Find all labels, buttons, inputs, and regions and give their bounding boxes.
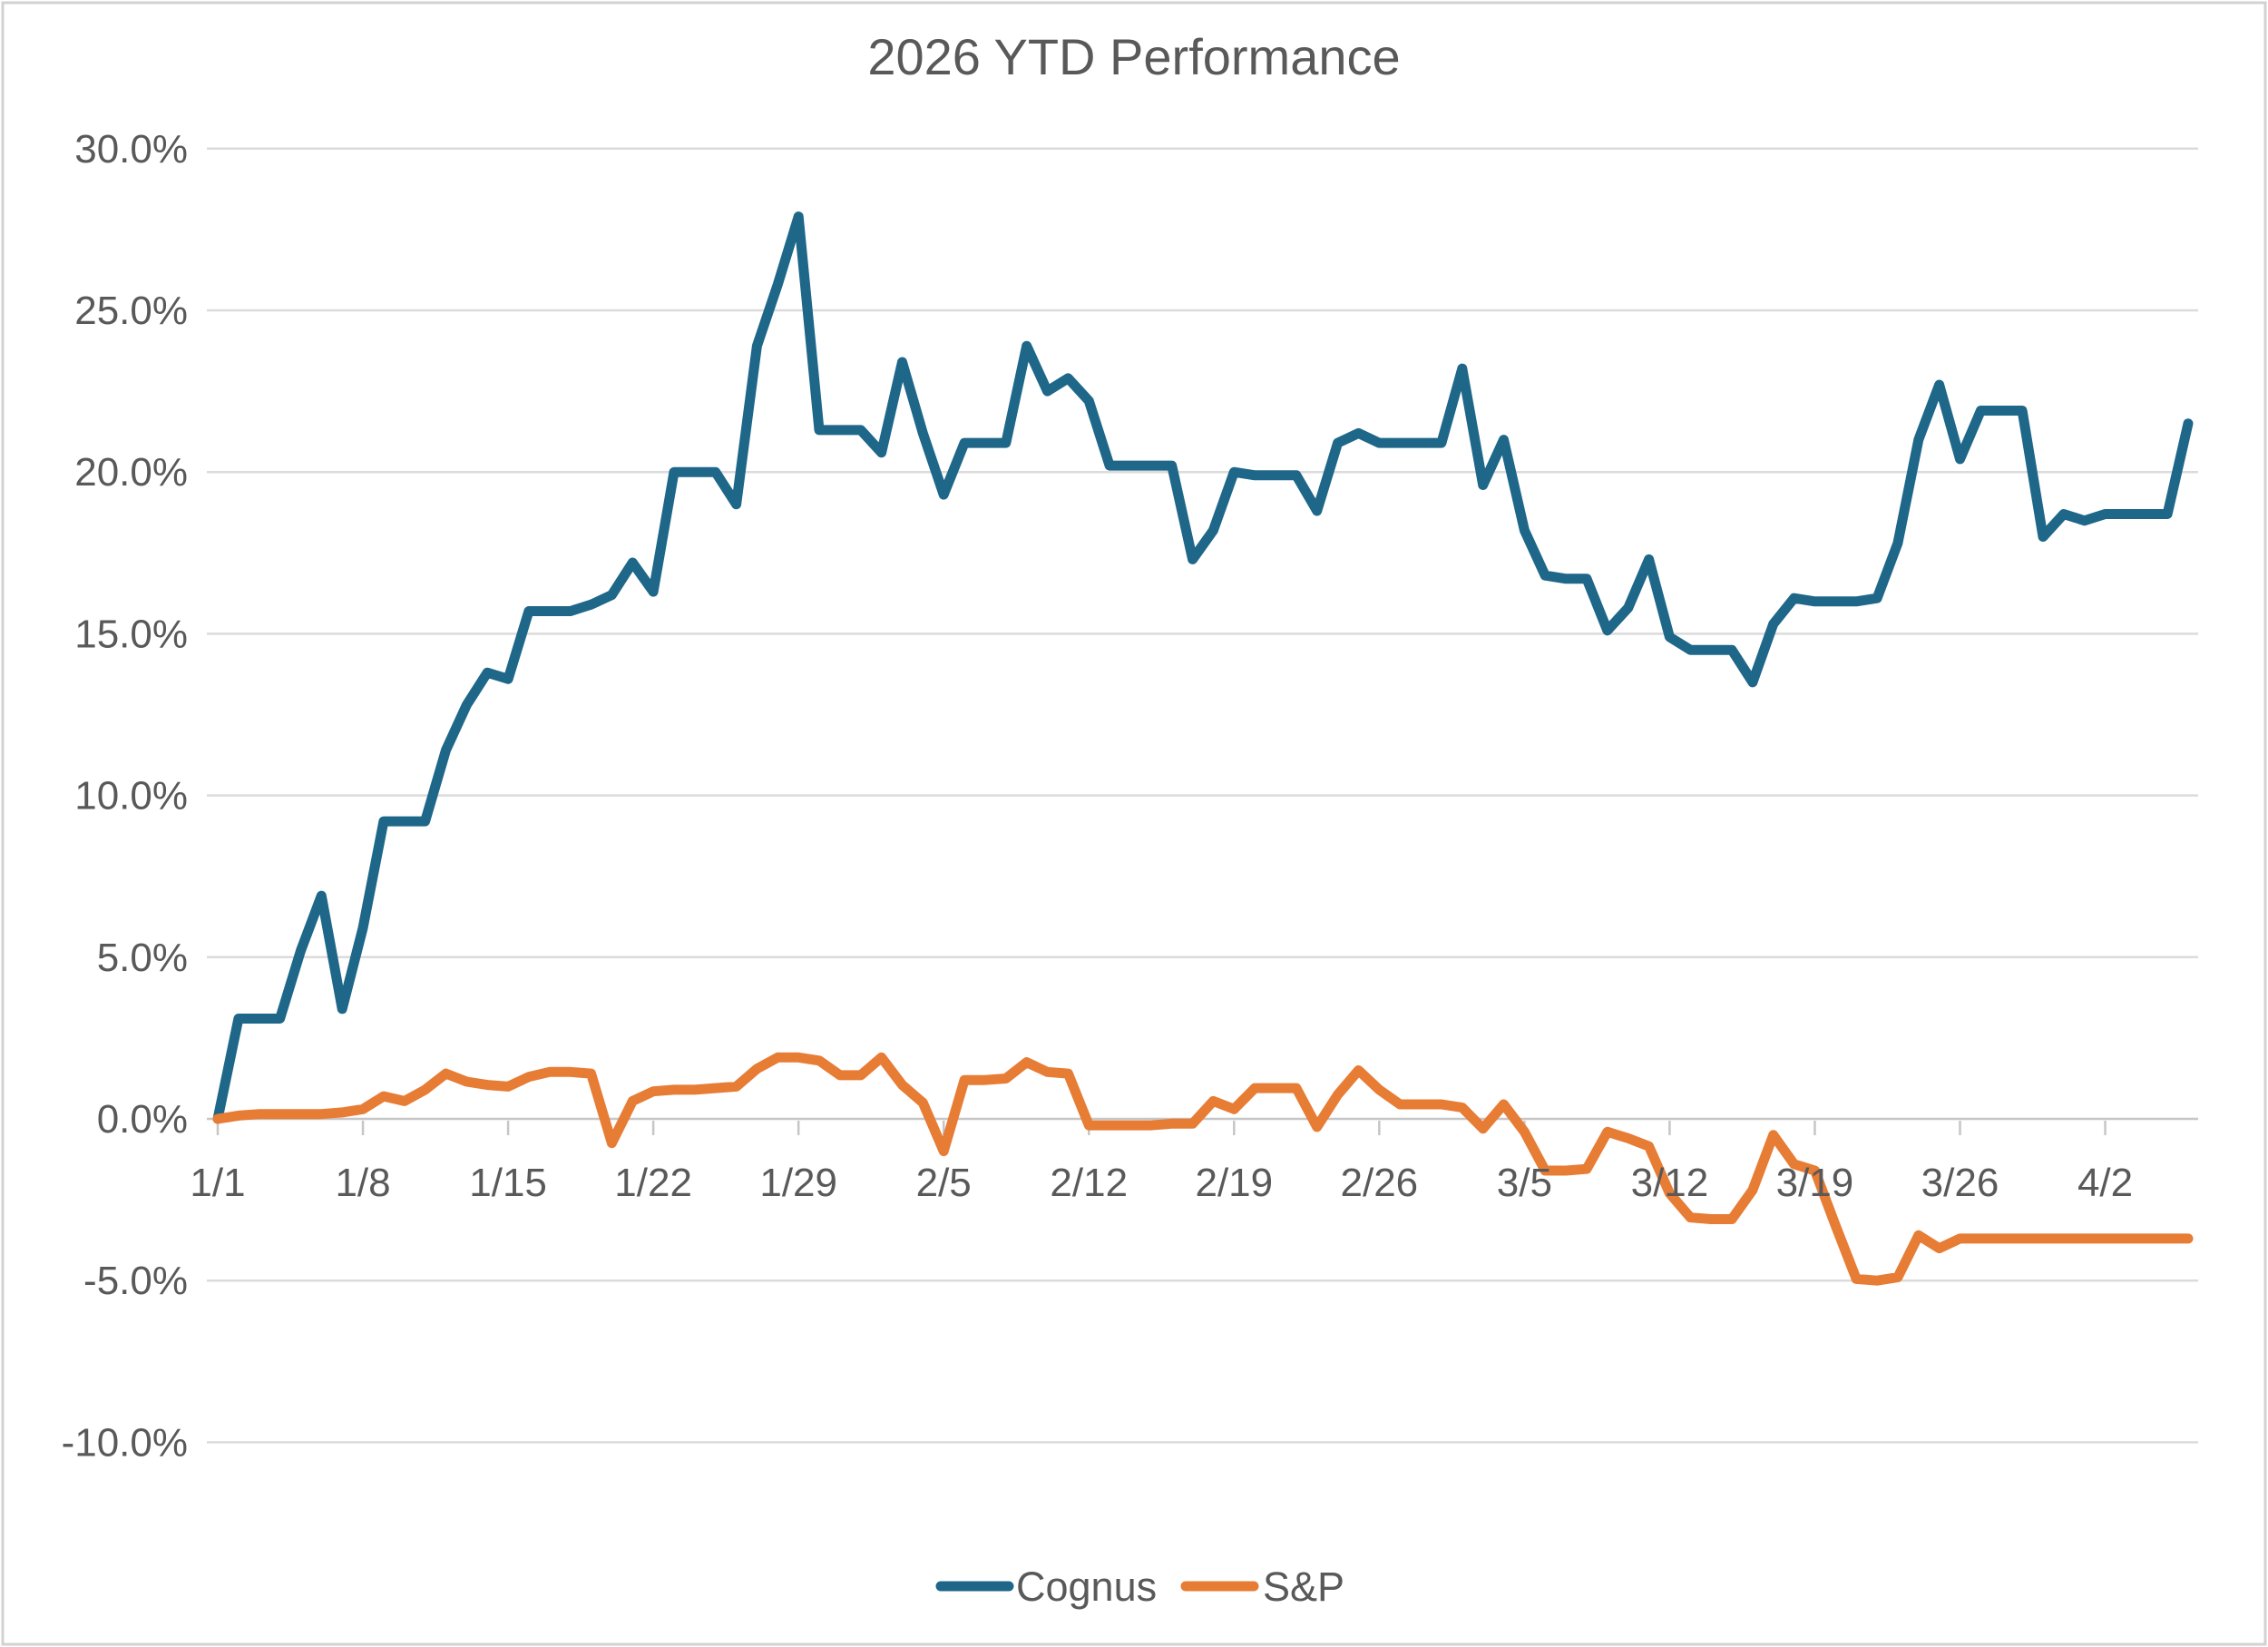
legend-label-cognus: Cognus <box>1016 1564 1157 1610</box>
y-axis-tick-label: 25.0% <box>74 289 188 333</box>
legend: Cognus S&P <box>935 1564 1344 1610</box>
y-axis-tick-label: 20.0% <box>74 450 188 495</box>
x-axis-tick-label: 2/26 <box>1341 1161 1419 1205</box>
legend-item-cognus[interactable]: Cognus <box>935 1564 1157 1610</box>
x-axis-tick-label: 1/8 <box>335 1161 390 1205</box>
gridlines-group <box>207 147 2198 1444</box>
x-axis-tick-label: 1/1 <box>190 1161 245 1205</box>
x-axis-tick-label: 3/26 <box>1921 1161 1999 1205</box>
x-axis-tick-label: 2/12 <box>1050 1161 1128 1205</box>
x-axis-tick-label: 2/19 <box>1195 1161 1273 1205</box>
y-axis-tick-label: 5.0% <box>97 936 188 980</box>
x-axis-tick-label: 1/22 <box>614 1161 692 1205</box>
y-axis-tick-label: 0.0% <box>97 1097 188 1142</box>
y-axis-tick-label: 15.0% <box>74 612 188 656</box>
series-line-cognus[interactable] <box>212 211 2194 1124</box>
legend-item-sp[interactable]: S&P <box>1180 1564 1344 1610</box>
y-axis-tick-label: 10.0% <box>74 774 188 819</box>
y-axis-tick-label: -5.0% <box>83 1259 188 1303</box>
x-axis-tick-label: 3/5 <box>1497 1161 1552 1205</box>
chart-title: 2026 YTD Performance <box>867 28 1400 85</box>
x-axis-tick-label: 1/29 <box>759 1161 837 1205</box>
x-axis-tick-label: 4/2 <box>2077 1161 2133 1205</box>
y-axis-tick-label: -10.0% <box>62 1420 188 1465</box>
legend-label-sp: S&P <box>1263 1564 1344 1610</box>
x-axis-tick-label: 1/15 <box>469 1161 547 1205</box>
x-axis-tick-label: 2/5 <box>916 1161 972 1205</box>
y-axis-tick-label: 30.0% <box>74 127 188 172</box>
x-axis-tick-label: 3/12 <box>1631 1161 1709 1205</box>
axis-labels-group: 30.0% 25.0% 20.0% 15.0% 10.0% 5.0% 0.0% -5.0% -1… <box>62 127 2134 1466</box>
series-group <box>212 211 2194 1286</box>
series-line-sp[interactable] <box>212 1052 2194 1286</box>
x-axis-tick-label: 3/19 <box>1776 1161 1854 1205</box>
